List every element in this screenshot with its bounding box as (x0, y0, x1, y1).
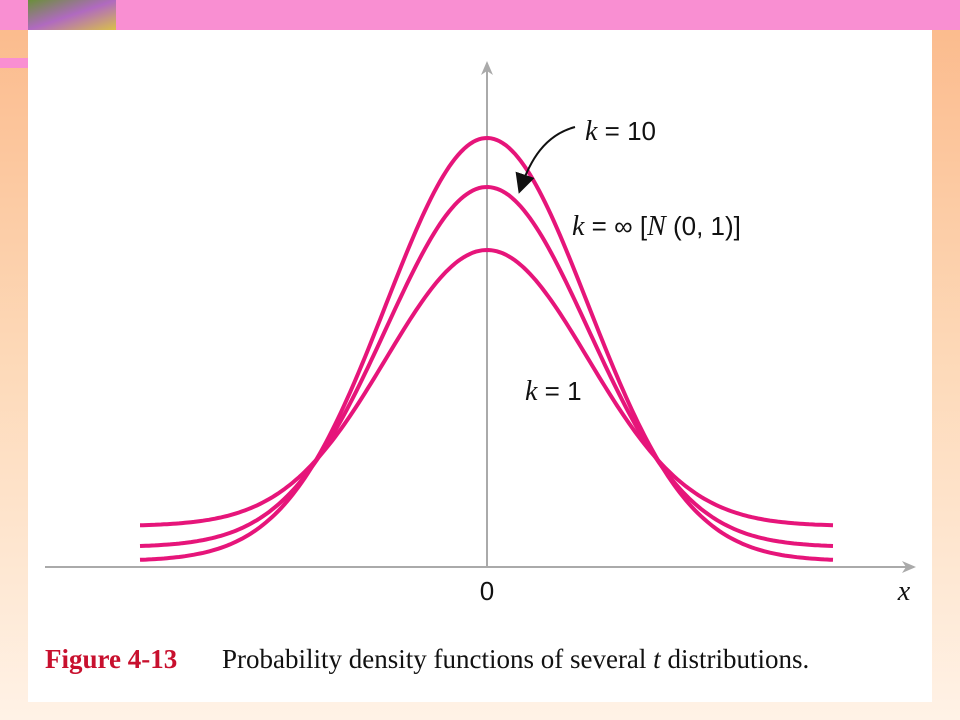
caption-text: t (653, 644, 662, 674)
label-part: N (646, 211, 667, 242)
label-part: = 10 (597, 116, 656, 146)
label-part: (0, 1)] (666, 211, 741, 241)
label-part: k (525, 376, 538, 407)
x-axis-label: x (897, 576, 911, 607)
label-part: k (572, 211, 585, 242)
curves (139, 135, 834, 562)
caption-text: distributions. (661, 644, 810, 674)
pointer-arrow (515, 126, 576, 194)
label-part: = ∞ [ (584, 211, 647, 241)
origin-label: 0 (480, 576, 494, 606)
density-curve (140, 247, 834, 528)
caption-number: Figure 4-13 (45, 644, 177, 674)
content-area (28, 30, 932, 702)
curve-label: k = 10 (585, 116, 656, 147)
corner-image (28, 0, 116, 30)
curve-label: k = ∞ [N (0, 1)] (572, 211, 741, 242)
side-band (0, 58, 28, 68)
top-band (0, 0, 960, 30)
density-curve (139, 135, 834, 562)
caption-text: Probability density functions of several (222, 644, 653, 674)
label-part: k (585, 116, 598, 147)
label-part: = 1 (537, 376, 581, 406)
caption: Figure 4-13 Probability density functions… (45, 644, 809, 674)
density-curve (139, 184, 834, 548)
curve-label: k = 1 (525, 376, 582, 407)
